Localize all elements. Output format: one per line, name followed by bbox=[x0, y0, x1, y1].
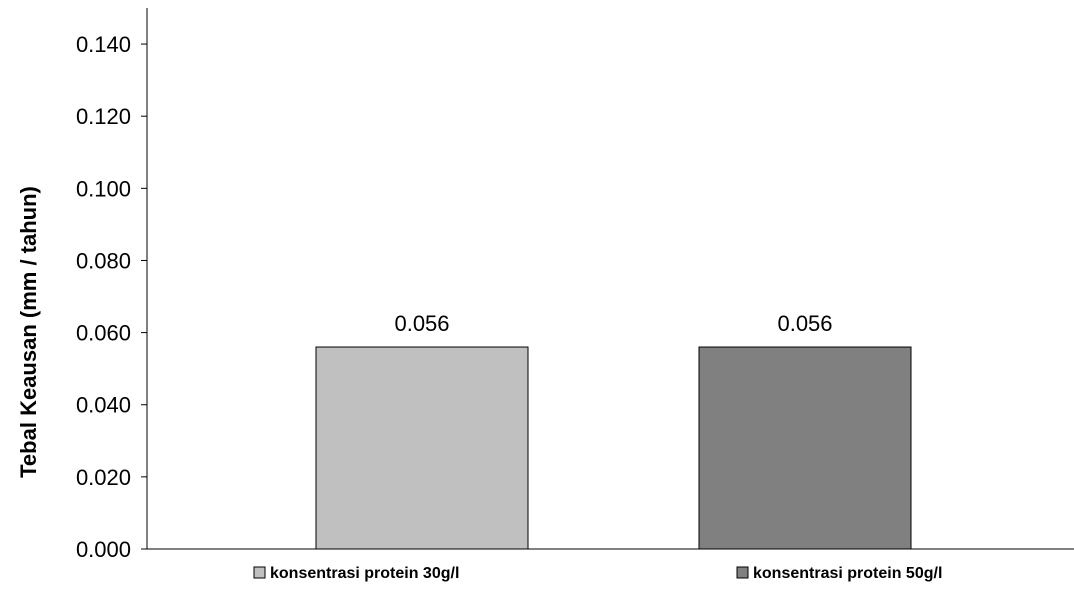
legend-swatch-1 bbox=[253, 566, 266, 579]
legend: konsentrasi protein 30g/l konsentrasi pro… bbox=[253, 565, 942, 582]
y-axis-ticks: 0.000 0.020 0.040 0.060 0.080 0.100 0.120 0.140 bbox=[76, 32, 147, 562]
y-tick-label: 0.080 bbox=[76, 248, 131, 273]
data-labels: 0.056 0.056 bbox=[394, 311, 832, 336]
y-tick-label: 0.120 bbox=[76, 104, 131, 129]
y-axis-title: Tebal Keausan (mm / tahun) bbox=[16, 186, 41, 478]
bars bbox=[315, 346, 912, 550]
y-tick-label: 0.000 bbox=[76, 537, 131, 562]
legend-label-2: konsentrasi protein 50g/l bbox=[753, 565, 942, 582]
bar-1 bbox=[315, 346, 529, 550]
bar-2 bbox=[698, 346, 912, 550]
legend-swatch-2 bbox=[736, 566, 749, 579]
bar-value-label-1: 0.056 bbox=[394, 311, 449, 336]
legend-label-1: konsentrasi protein 30g/l bbox=[270, 565, 459, 582]
y-tick-label: 0.100 bbox=[76, 176, 131, 201]
y-tick-label: 0.020 bbox=[76, 465, 131, 490]
y-tick-label: 0.040 bbox=[76, 393, 131, 418]
bar-value-label-2: 0.056 bbox=[777, 311, 832, 336]
y-tick-label: 0.060 bbox=[76, 321, 131, 346]
y-tick-label: 0.140 bbox=[76, 32, 131, 57]
